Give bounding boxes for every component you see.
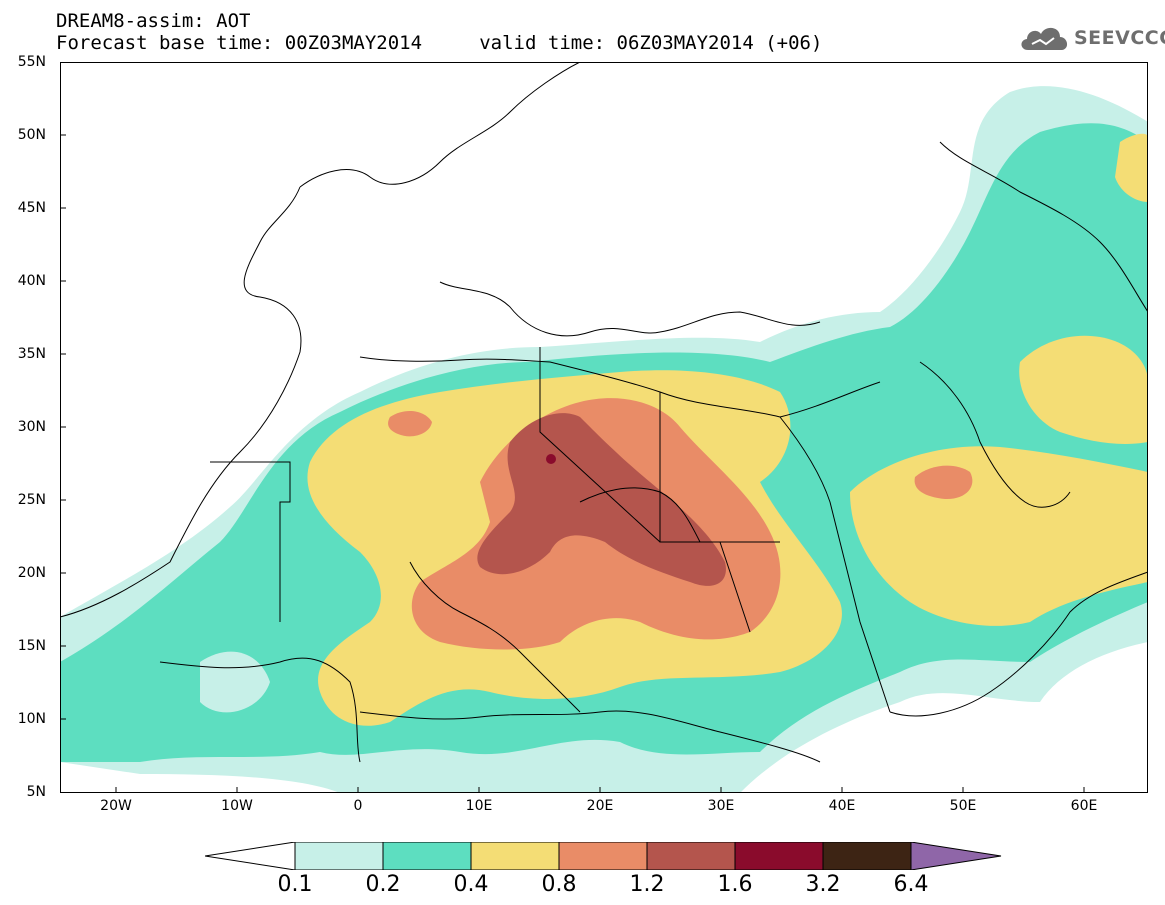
title-block: DREAM8-assim: AOT Forecast base time: 00… bbox=[56, 10, 822, 54]
lat-label: 25N bbox=[17, 492, 46, 508]
colorbar-tick: 0.4 bbox=[453, 872, 489, 897]
lat-label: 15N bbox=[17, 638, 46, 654]
lon-label: 0 bbox=[353, 798, 363, 814]
colorbar-cell bbox=[470, 842, 560, 870]
lat-label: 10N bbox=[17, 711, 46, 727]
lat-label: 30N bbox=[17, 419, 46, 435]
lat-label: 40N bbox=[17, 273, 46, 289]
lon-label: 60E bbox=[1070, 798, 1098, 814]
colorbar-cell bbox=[646, 842, 736, 870]
colorbar-tick: 3.2 bbox=[805, 872, 841, 897]
lat-label: 20N bbox=[17, 565, 46, 581]
aot-contours bbox=[60, 62, 1148, 793]
aot-map bbox=[60, 62, 1148, 793]
colorbar-cell-high bbox=[910, 842, 1002, 870]
lon-label: 10E bbox=[465, 798, 493, 814]
lon-label: 10W bbox=[221, 798, 253, 814]
lat-label: 5N bbox=[26, 784, 46, 800]
logo-text: SEEVCCC bbox=[1074, 27, 1165, 49]
lat-label: 35N bbox=[17, 346, 46, 362]
coastlines bbox=[60, 62, 1148, 763]
lon-label: 40E bbox=[828, 798, 856, 814]
colorbar-tick: 1.6 bbox=[717, 872, 753, 897]
aot-max-spot bbox=[546, 454, 556, 464]
lat-label: 45N bbox=[17, 200, 46, 216]
colorbar bbox=[205, 842, 1002, 870]
colorbar-cell bbox=[558, 842, 648, 870]
seevccc-logo: SEEVCCC bbox=[1018, 22, 1165, 56]
colorbar-cell bbox=[734, 842, 824, 870]
colorbar-tick: 1.2 bbox=[629, 872, 665, 897]
colorbar-cell bbox=[294, 842, 384, 870]
lat-label: 50N bbox=[17, 127, 46, 143]
lon-label: 50E bbox=[949, 798, 977, 814]
colorbar-tick: 6.4 bbox=[893, 872, 929, 897]
colorbar-cell bbox=[822, 842, 912, 870]
title-line-2: Forecast base time: 00Z03MAY2014 valid t… bbox=[56, 32, 823, 54]
axis-ticks bbox=[60, 62, 1085, 793]
colorbar-cell bbox=[382, 842, 472, 870]
lon-label: 20W bbox=[100, 798, 132, 814]
cloud-icon bbox=[1021, 27, 1068, 50]
colorbar-tick: 0.8 bbox=[541, 872, 577, 897]
lon-label: 20E bbox=[586, 798, 614, 814]
colorbar-tick: 0.1 bbox=[277, 872, 313, 897]
aot-band-1.2 bbox=[477, 413, 726, 586]
lat-label: 55N bbox=[17, 54, 46, 70]
colorbar-cell-low bbox=[205, 842, 296, 870]
colorbar-tick: 0.2 bbox=[365, 872, 401, 897]
lon-label: 30E bbox=[707, 798, 735, 814]
title-line-1: DREAM8-assim: AOT bbox=[56, 10, 251, 32]
